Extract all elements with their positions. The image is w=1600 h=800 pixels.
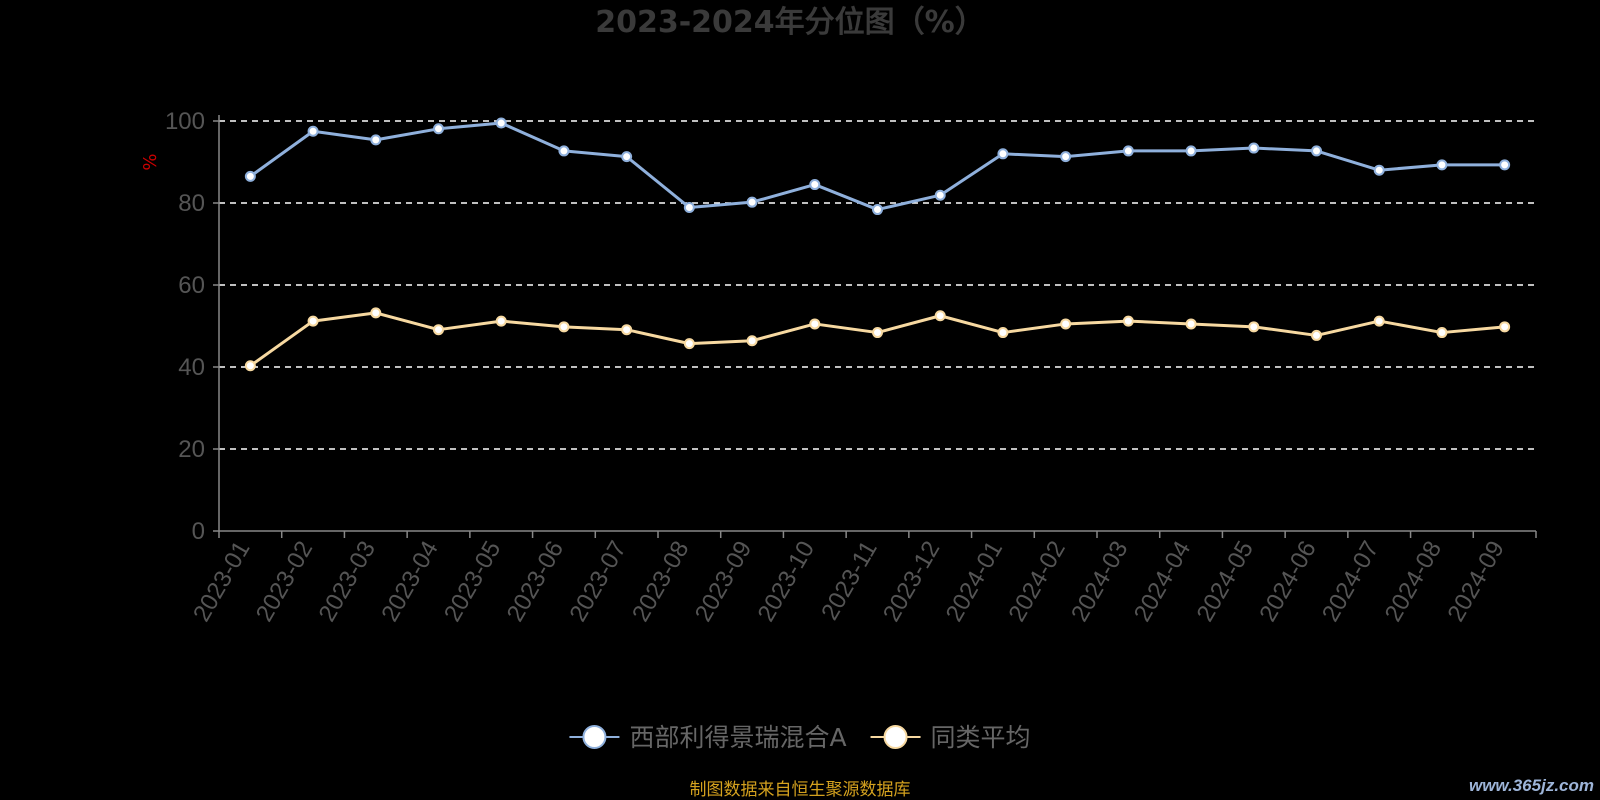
x-tick-label-2024-01: 2024-01 [941, 537, 1008, 627]
legend-marker [883, 725, 908, 749]
data-point [1373, 315, 1385, 327]
x-tick-label-2024-07: 2024-07 [1317, 537, 1384, 627]
y-tick-label-20: 20 [178, 436, 205, 463]
data-point [1248, 321, 1260, 333]
chart-title: 2023-2024年分位图（%） [595, 5, 985, 40]
series-layer [244, 117, 1511, 372]
legend-item-0[interactable]: 西部利得景瑞混合A [569, 723, 847, 752]
data-point [1499, 321, 1511, 333]
data-point [1122, 315, 1134, 327]
data-point [1436, 327, 1448, 339]
data-point [1311, 329, 1322, 341]
data-point [307, 315, 319, 327]
data-point [244, 360, 256, 372]
x-tick-label-2024-04: 2024-04 [1129, 537, 1196, 627]
x-tick-label-2023-01: 2023-01 [188, 537, 255, 627]
x-tick-label-2023-02: 2023-02 [251, 537, 318, 627]
data-point [1185, 145, 1197, 157]
data-point [809, 179, 821, 191]
x-tick-label-2023-03: 2023-03 [314, 537, 381, 627]
data-point [621, 324, 633, 336]
x-tick-label-2024-08: 2024-08 [1380, 537, 1447, 627]
x-tick-label-2023-10: 2023-10 [753, 537, 820, 627]
data-point [934, 310, 946, 322]
data-point [307, 125, 319, 137]
data-point [1122, 145, 1134, 157]
data-point [934, 189, 946, 201]
x-tick-label-2023-08: 2023-08 [627, 537, 694, 627]
data-point [558, 145, 570, 157]
x-tick-label-2023-09: 2023-09 [690, 537, 757, 627]
data-point [809, 318, 821, 330]
x-tick-label-2023-07: 2023-07 [564, 537, 631, 627]
y-axis-label: % [140, 153, 161, 170]
legend-label: 同类平均 [931, 723, 1031, 752]
x-tick-label-2024-09: 2024-09 [1442, 537, 1509, 627]
data-point [433, 324, 444, 336]
data-point [746, 196, 758, 208]
legend-item-1[interactable]: 同类平均 [870, 723, 1031, 752]
y-tick-label-60: 60 [178, 272, 205, 299]
data-point [872, 204, 883, 216]
x-tick-label-2023-12: 2023-12 [878, 537, 945, 627]
x-tick-label-2024-03: 2024-03 [1066, 537, 1133, 627]
data-point [558, 321, 570, 333]
y-tick-label-40: 40 [178, 354, 205, 381]
x-tick-label-2024-02: 2024-02 [1003, 537, 1070, 627]
y-tick-label-0: 0 [192, 518, 205, 545]
data-point [997, 148, 1009, 160]
data-point [1060, 318, 1072, 330]
data-point [997, 327, 1009, 339]
data-point [683, 202, 695, 214]
data-point [746, 335, 758, 347]
data-point [1311, 145, 1322, 157]
grid-layer [219, 120, 1536, 450]
data-point [370, 307, 382, 319]
data-point [1373, 164, 1385, 176]
data-point [1499, 159, 1511, 171]
source-note: 制图数据来自恒生聚源数据库 [690, 780, 911, 800]
x-tick-label-2023-06: 2023-06 [502, 537, 569, 627]
x-tick-label-2024-05: 2024-05 [1192, 537, 1259, 627]
y-tick-label-100: 100 [165, 108, 205, 135]
legend[interactable]: 西部利得景瑞混合A 同类平均 [569, 723, 1031, 752]
legend-label: 西部利得景瑞混合A [629, 723, 846, 752]
watermark: www.365jz.com [1469, 776, 1594, 795]
series-line-0 [249, 121, 1505, 212]
data-point [1060, 151, 1072, 163]
x-tick-label-2024-06: 2024-06 [1254, 537, 1321, 627]
x-tick-label-2023-11: 2023-11 [816, 537, 883, 625]
data-point [433, 123, 444, 135]
legend-marker [582, 725, 607, 749]
data-point [495, 315, 507, 327]
y-tick-label-80: 80 [178, 190, 205, 217]
data-point [1248, 142, 1260, 154]
data-point [244, 170, 256, 182]
data-point [370, 134, 382, 146]
data-point [683, 338, 695, 350]
x-tick-label-2023-05: 2023-05 [439, 537, 506, 627]
data-point [621, 151, 633, 163]
data-point [872, 327, 883, 339]
data-point [1185, 318, 1197, 330]
x-tick-label-2023-04: 2023-04 [376, 537, 443, 627]
data-point [495, 117, 507, 129]
data-point [1436, 159, 1448, 171]
